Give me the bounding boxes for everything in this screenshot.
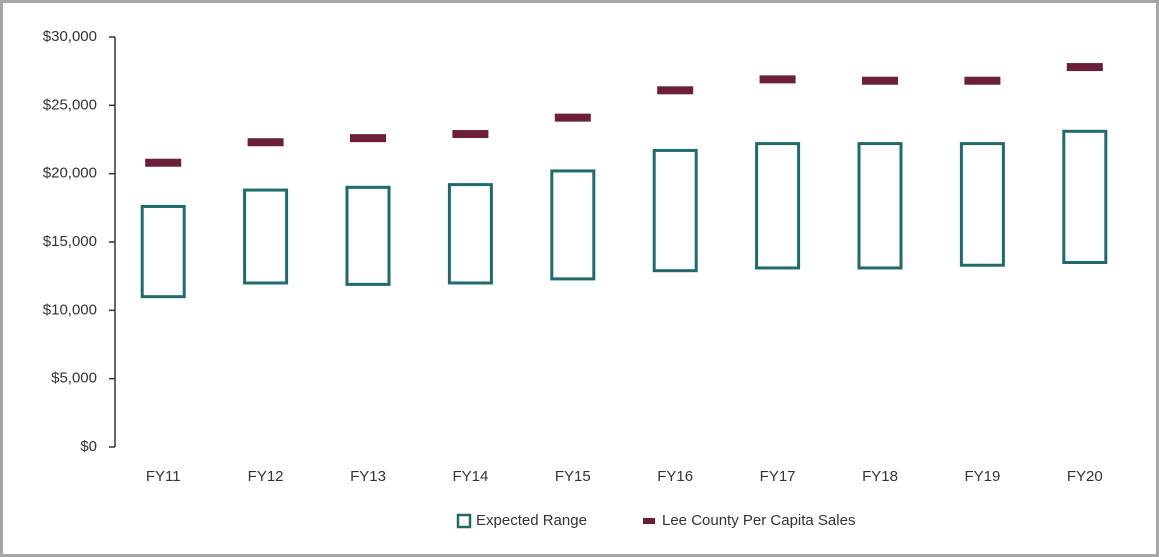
x-tick-label: FY16 — [657, 468, 693, 485]
x-tick-label: FY18 — [862, 468, 898, 485]
sales-marker — [759, 75, 796, 84]
y-tick-label: $30,000 — [43, 28, 97, 45]
y-tick-label: $0 — [80, 438, 97, 455]
sales-marker — [145, 158, 182, 167]
sales-marker — [350, 134, 386, 143]
range-box — [755, 142, 801, 270]
sales-marker — [247, 138, 284, 147]
sales-marker — [554, 113, 591, 122]
sales-marker — [862, 76, 898, 85]
legend-swatch — [643, 518, 655, 524]
sales-marker — [657, 86, 694, 95]
x-tick-label: FY14 — [452, 468, 488, 485]
range-box — [140, 204, 186, 299]
y-tick-label: $25,000 — [43, 96, 97, 113]
range-box — [447, 183, 493, 285]
range-box — [550, 169, 596, 281]
x-tick-label: FY11 — [146, 468, 181, 485]
y-tick-label: $20,000 — [43, 165, 97, 182]
legend-label: Expected Range — [476, 512, 587, 529]
range-box — [243, 188, 289, 285]
x-tick-label: FY12 — [248, 468, 284, 485]
x-tick-label: FY20 — [1067, 468, 1103, 485]
range-box — [652, 148, 698, 273]
range-box — [345, 185, 391, 286]
sales-marker — [964, 76, 1001, 85]
x-tick-label: FY13 — [350, 468, 386, 485]
x-tick-label: FY17 — [760, 468, 796, 485]
sales-marker — [452, 130, 489, 139]
legend-swatch — [456, 513, 472, 529]
range-box — [857, 142, 903, 270]
y-tick-label: $15,000 — [43, 233, 97, 250]
range-box — [1062, 129, 1108, 264]
legend-label: Lee County Per Capita Sales — [662, 512, 855, 529]
y-tick-label: $10,000 — [43, 301, 97, 318]
y-tick-label: $5,000 — [51, 370, 97, 387]
sales-marker — [1066, 63, 1103, 72]
x-tick-label: FY19 — [964, 468, 1000, 485]
x-tick-label: FY15 — [555, 468, 591, 485]
range-box — [959, 142, 1005, 267]
